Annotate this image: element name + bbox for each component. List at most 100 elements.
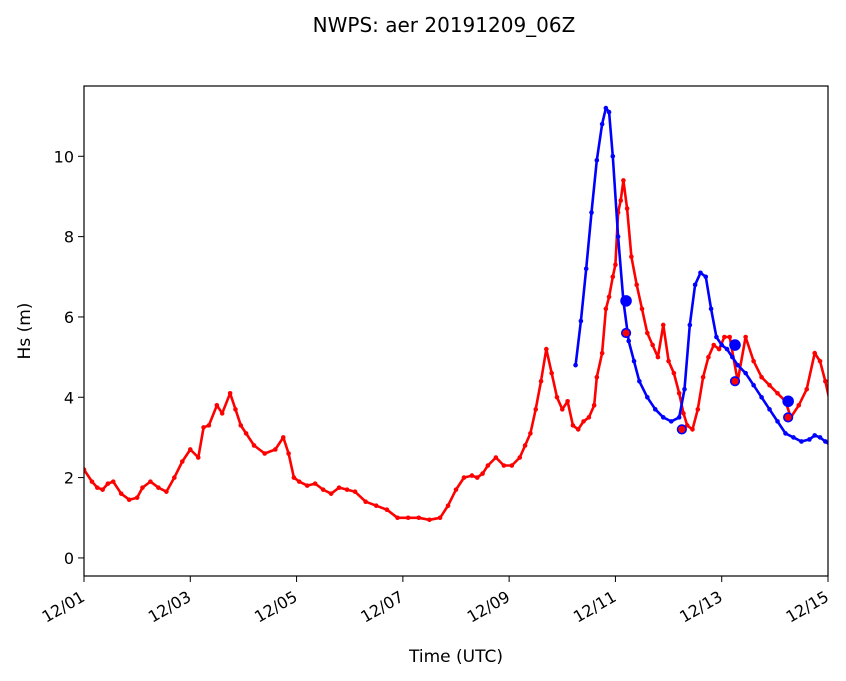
observed-point [660,322,666,328]
observed-point [610,274,616,280]
observed-point [817,358,823,364]
observed-point [629,254,634,259]
observed-point [759,374,764,380]
observed-point [195,455,201,460]
forecast-marker [620,295,632,307]
x-axis-label: Time (UTC) [408,647,503,667]
observed-point [727,334,732,340]
observed-point [405,515,411,521]
observed-point [533,407,539,412]
observed-point [655,354,661,360]
forecast-point [589,210,594,215]
observed-point [624,206,630,211]
observed-point [304,483,310,488]
observed-point [834,411,839,416]
observed-point [105,481,111,486]
forecast-point [735,362,740,368]
observed-point [201,425,206,430]
forecast-point [751,382,756,388]
forecast-point [759,394,764,400]
forecast-point [637,378,642,384]
observed-point [594,374,600,380]
plot-frame [83,85,829,577]
observed-point [565,398,570,404]
observed-point [395,515,400,521]
x-axis: 12/01 12/03 12/05 12/07 12/09 12/11 12/13 12/15 [39,576,832,627]
observed-point [328,491,334,496]
observed-point [469,473,475,478]
x-tick-label: 12/15 [783,587,832,627]
observed-point [344,487,350,492]
forecast-point [775,419,780,424]
forecast-point [652,407,658,412]
observed-point [296,479,302,484]
forecast-point [767,407,772,412]
forecast-point [807,437,812,442]
observed-point [517,455,523,460]
y-axis-label: Hs (m) [15,303,35,360]
observed-point [110,479,116,484]
forecast-point [823,439,828,444]
observed-point [618,198,624,203]
observed-point [544,346,549,352]
observed-point [586,415,592,420]
observed-point [89,479,95,484]
forecast-point [594,158,600,163]
forecast-point [573,362,578,368]
chart-title: NWPS: aer 20191209_06Z [313,13,576,37]
observed-point [480,471,485,476]
observed-point [639,306,645,312]
observed-point [187,447,193,452]
forecast-point [687,322,693,328]
observed-point [363,499,368,504]
forecast-point [714,334,719,340]
observed-point [118,491,124,496]
observed-point [227,390,233,396]
observed-point [722,334,727,340]
forecast-point [626,338,632,344]
observed-point [839,435,844,440]
observed-marker [620,327,632,339]
x-tick-label: 12/01 [39,587,88,627]
forecast-point [682,386,687,392]
observed-point [716,346,722,352]
forecast-point [836,449,841,454]
observed-point [828,403,833,408]
y-tick-label: 8 [64,228,74,247]
observed-point [501,463,507,468]
observed-point [743,334,748,340]
observed-point [164,489,169,494]
observed-point [474,475,480,480]
x-tick-label: 12/07 [357,587,406,627]
observed-marker [729,376,741,387]
forecast-point [817,435,823,440]
forecast-point [708,306,714,312]
observed-point [100,487,105,492]
forecast-point [660,415,666,420]
forecast-point [645,394,650,400]
observed-point [320,487,326,492]
x-tick-label: 12/05 [251,587,300,627]
forecast-marker [782,395,794,408]
y-tick-label: 0 [64,549,74,568]
observed-point [549,370,554,376]
x-tick-label: 12/13 [676,587,725,627]
observed-point [767,382,772,388]
observed-marker [676,424,687,435]
observed-point [180,459,185,464]
forecast-point [610,153,616,159]
observed-point [280,435,286,440]
observed-point [676,390,682,396]
forecast-point [578,318,584,324]
observed-point [775,390,780,396]
observed-point [461,475,467,480]
observed-point [706,354,711,360]
observed-point [812,350,818,356]
observed-point [445,503,451,509]
forecast-point [719,342,725,348]
forecast-line [574,106,828,446]
observed-point [671,370,677,376]
observed-point [751,358,756,364]
observed-point [262,451,267,456]
forecast-point [812,433,818,438]
